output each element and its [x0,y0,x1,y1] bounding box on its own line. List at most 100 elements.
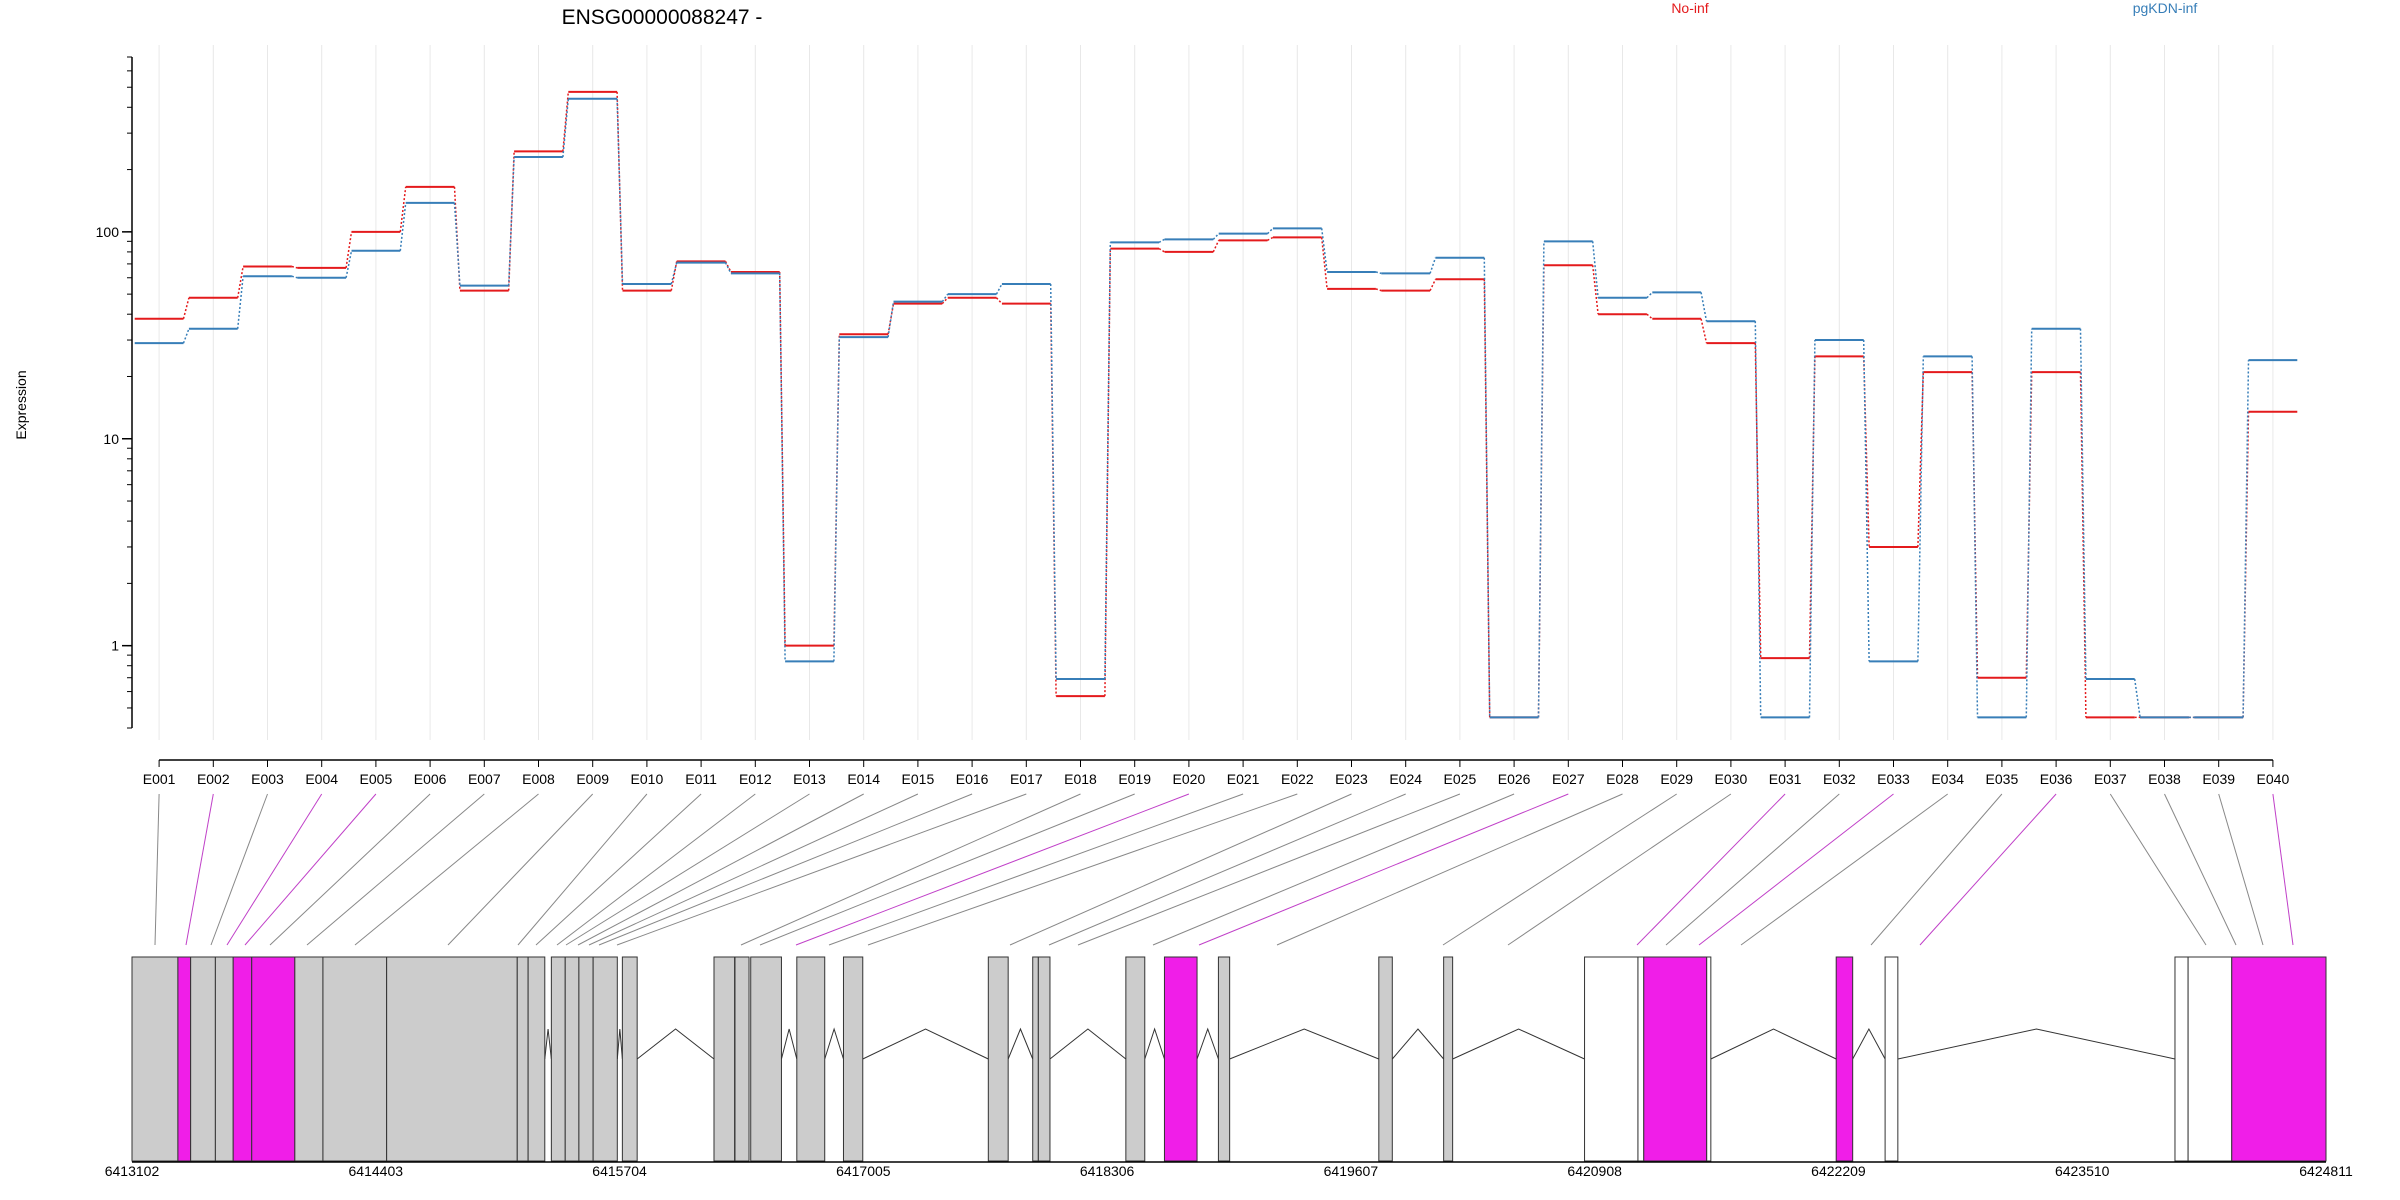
series-transition [1971,356,1979,718]
connector-e021 [828,793,1244,946]
series-transition [399,202,407,251]
exon-label-e030: E030 [1715,771,1748,787]
series-transition [1320,237,1328,289]
series-transition [1591,241,1599,298]
connector-e039 [2218,793,2264,946]
genomic-tick-label: 6424811 [2299,1163,2353,1179]
exon-block [190,956,216,1162]
connector-e036 [1919,793,2057,946]
exon-label-e025: E025 [1444,771,1477,787]
exon-label-e023: E023 [1335,771,1368,787]
series-transition [1862,340,1870,662]
y-tick-label: 100 [96,224,120,240]
series-transition [1646,313,1653,320]
exon-block [2187,956,2233,1162]
exon-label-e024: E024 [1389,771,1422,787]
exon-block [578,956,594,1162]
exon-block [621,956,638,1162]
exon-label-e016: E016 [956,771,989,787]
intron [1229,1028,1379,1060]
exon-label-e032: E032 [1823,771,1856,787]
chart-title: ENSG00000088247 - [562,6,763,29]
connector-e028 [1276,793,1623,946]
exon-label-e006: E006 [414,771,447,787]
series-transition [345,231,353,268]
exon-label-e001: E001 [143,771,176,787]
series-transition [1212,233,1220,240]
exon-block [796,956,826,1162]
series-transition [724,262,732,274]
connector-e026 [1152,793,1515,946]
connector-e015 [588,793,919,946]
exon-block [251,956,296,1162]
series-transition [2133,678,2141,718]
connector-e004 [226,793,323,946]
series-transition [833,337,841,662]
connector-e020 [795,793,1190,946]
series-transition [2079,328,2087,680]
connector-e005 [244,793,377,946]
legend-no-inf: No-inf [1671,0,1708,16]
exon-block [713,956,736,1162]
intron [1144,1027,1165,1060]
series-transition [236,266,244,298]
exon-label-e011: E011 [685,771,717,787]
exon-block [1217,956,1231,1162]
series-transition [2025,328,2033,718]
exon-block [527,956,546,1162]
series-transition [995,297,1003,305]
exon-label-e035: E035 [1986,771,2019,787]
intron [1852,1027,1886,1060]
series-transition [182,297,190,319]
series-transition [453,202,461,286]
connector-e010 [517,793,648,946]
intron [616,1028,623,1060]
connector-e032 [1665,793,1840,946]
exon-label-e004: E004 [305,771,338,787]
exon-block [564,956,580,1162]
connector-e006 [269,793,431,946]
intron [1196,1027,1219,1060]
connector-e040 [2272,793,2294,946]
connector-e011 [535,793,702,946]
series-transition [1646,291,1653,299]
series-transition [1537,241,1545,718]
connector-e008 [354,793,539,946]
intron [862,1028,989,1060]
series-transition [1158,238,1165,243]
series-transition [941,297,949,305]
exon-block [177,956,192,1162]
connector-e007 [306,793,485,946]
exon-block [516,956,529,1162]
exon-label-e037: E037 [2094,771,2127,787]
series-transition [291,265,298,269]
series-transition [616,98,624,284]
exon-block [2174,956,2189,1162]
genomic-tick-label: 6420908 [1567,1163,1622,1179]
intron [1897,1028,2176,1060]
exon-label-e008: E008 [522,771,555,787]
series-transition [1700,292,1708,322]
exon-label-e009: E009 [576,771,609,787]
exon-block [750,956,782,1162]
connector-e016 [598,793,973,946]
connector-e002 [185,793,214,946]
exon-block [1643,956,1708,1162]
exon-label-e039: E039 [2202,771,2235,787]
connector-e038 [2164,793,2237,946]
exon-label-e020: E020 [1173,771,1206,787]
exon-block [386,956,518,1162]
connector-e033 [1698,793,1894,946]
series-transition [562,91,570,152]
exon-block [294,956,324,1162]
series-transition [1320,228,1328,273]
series-transition [399,186,407,232]
exon-block [987,956,1009,1162]
series-transition [1267,236,1274,241]
exon-block [592,956,618,1162]
genomic-tick-label: 6418306 [1080,1163,1135,1179]
series-transition [995,283,1003,295]
exon-label-e029: E029 [1660,771,1693,787]
exon-block [2231,956,2327,1162]
exon-label-e003: E003 [251,771,284,787]
